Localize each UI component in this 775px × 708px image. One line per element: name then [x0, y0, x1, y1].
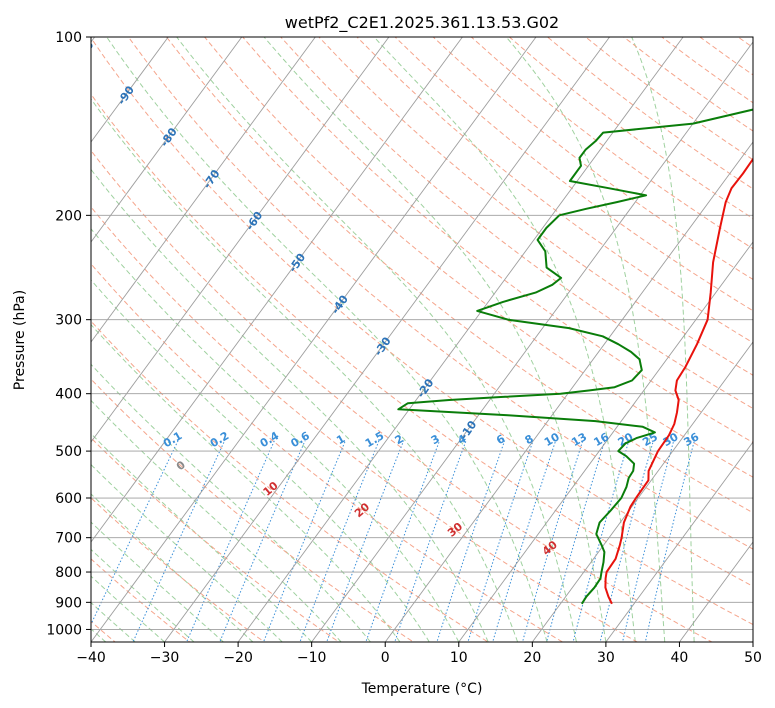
dry-adiabat [91, 149, 713, 642]
isotherm [91, 37, 390, 443]
isotherm [91, 37, 316, 343]
temperature-line [604, 157, 753, 605]
mixing-ratio-line [599, 440, 654, 642]
y-tick-label: 100 [55, 30, 82, 46]
mixing-ratio-line [394, 440, 467, 642]
moist-adiabats [91, 37, 695, 642]
x-tick-label: 10 [450, 650, 468, 666]
x-tick-label: −20 [223, 650, 253, 666]
data-series [397, 108, 753, 605]
isotherm [91, 37, 463, 543]
isobars [91, 37, 753, 630]
isotherm [311, 41, 753, 642]
isotherm [605, 441, 753, 642]
x-tick-label: 50 [744, 650, 762, 666]
moist-adiabat [91, 363, 371, 642]
dry-adiabat [242, 37, 753, 444]
dry-adiabat [91, 37, 753, 587]
x-tick-label: 30 [597, 650, 615, 666]
dry-adiabat [91, 93, 753, 626]
isotherm [91, 37, 243, 243]
isotherm [458, 241, 753, 642]
moist-adiabat [91, 399, 342, 642]
isotherm [91, 37, 169, 143]
isotherm [531, 341, 753, 642]
plot-area: 0.1 0.2 0.4 0.6 1 1.5 2 3 4 6 8 10 13 16 20 25 30 3601020… [91, 37, 753, 642]
y-tick-label: 400 [55, 387, 82, 403]
x-tick-label: 0 [381, 650, 390, 666]
mixing-ratio-line [262, 440, 346, 642]
mixing-ratio-line [572, 440, 630, 642]
x-tick-label: −40 [76, 650, 106, 666]
mixing-ratio-line [521, 440, 584, 642]
isotherm [91, 37, 537, 642]
moist-adiabat [91, 168, 489, 642]
x-tick-label: −30 [150, 650, 180, 666]
dry-adiabat [91, 206, 639, 642]
y-tick-label: 600 [55, 491, 82, 507]
plot-frame [90, 36, 754, 643]
mixing-ratio-line [546, 440, 606, 642]
y-tick-label: 800 [55, 565, 82, 581]
moist-adiabat [91, 279, 430, 642]
mixing-ratio-line [622, 440, 675, 642]
moist-adiabat [263, 37, 607, 642]
isotherm [164, 37, 610, 642]
x-tick-label: 20 [523, 650, 541, 666]
dry-adiabat [91, 558, 191, 642]
dry-adiabat [91, 378, 415, 642]
isotherms [91, 37, 753, 642]
mixing-ratio-line [219, 440, 306, 642]
mixing-ratio-line [436, 440, 506, 642]
dry-adiabat [91, 263, 564, 642]
y-tick-label: 200 [55, 208, 82, 224]
x-axis-label: Temperature (°C) [361, 681, 483, 697]
x-axis: −40 −30 −20 −10 0 10 20 30 40 50 [76, 642, 762, 666]
x-tick-label: 40 [671, 650, 689, 666]
y-axis: 100 200 300 400 500 600 700 800 900 1000 [46, 30, 91, 638]
dry-adiabat [203, 37, 753, 478]
moist-adiabat [91, 228, 460, 642]
moist-adiabat [176, 37, 577, 642]
y-tick-label: 300 [55, 313, 82, 329]
moist-adiabat [631, 37, 695, 642]
dry-adiabat [91, 320, 489, 642]
chart-title: wetPf2_C2E1.2025.361.13.53.G02 [285, 13, 559, 33]
dry-adiabat [318, 37, 753, 376]
y-tick-label: 700 [55, 531, 82, 547]
isotherm [237, 37, 684, 642]
x-tick-label: −10 [297, 650, 327, 666]
mixing-ratio-line [299, 440, 380, 642]
y-axis-label: Pressure (hPa) [12, 290, 28, 390]
moist-adiabat [373, 37, 636, 642]
dry-adiabat [91, 437, 340, 642]
y-tick-label: 500 [55, 444, 82, 460]
y-tick-label: 1000 [46, 622, 82, 638]
mixing-ratio-line [492, 440, 557, 642]
mixing-ratio-lines [91, 440, 695, 642]
dewpoint-line [397, 108, 753, 605]
y-tick-label: 900 [55, 595, 82, 611]
moist-adiabat [91, 323, 401, 642]
moist-adiabat [505, 37, 666, 642]
moist-adiabat [91, 463, 283, 642]
mixing-ratio-line [132, 440, 226, 642]
